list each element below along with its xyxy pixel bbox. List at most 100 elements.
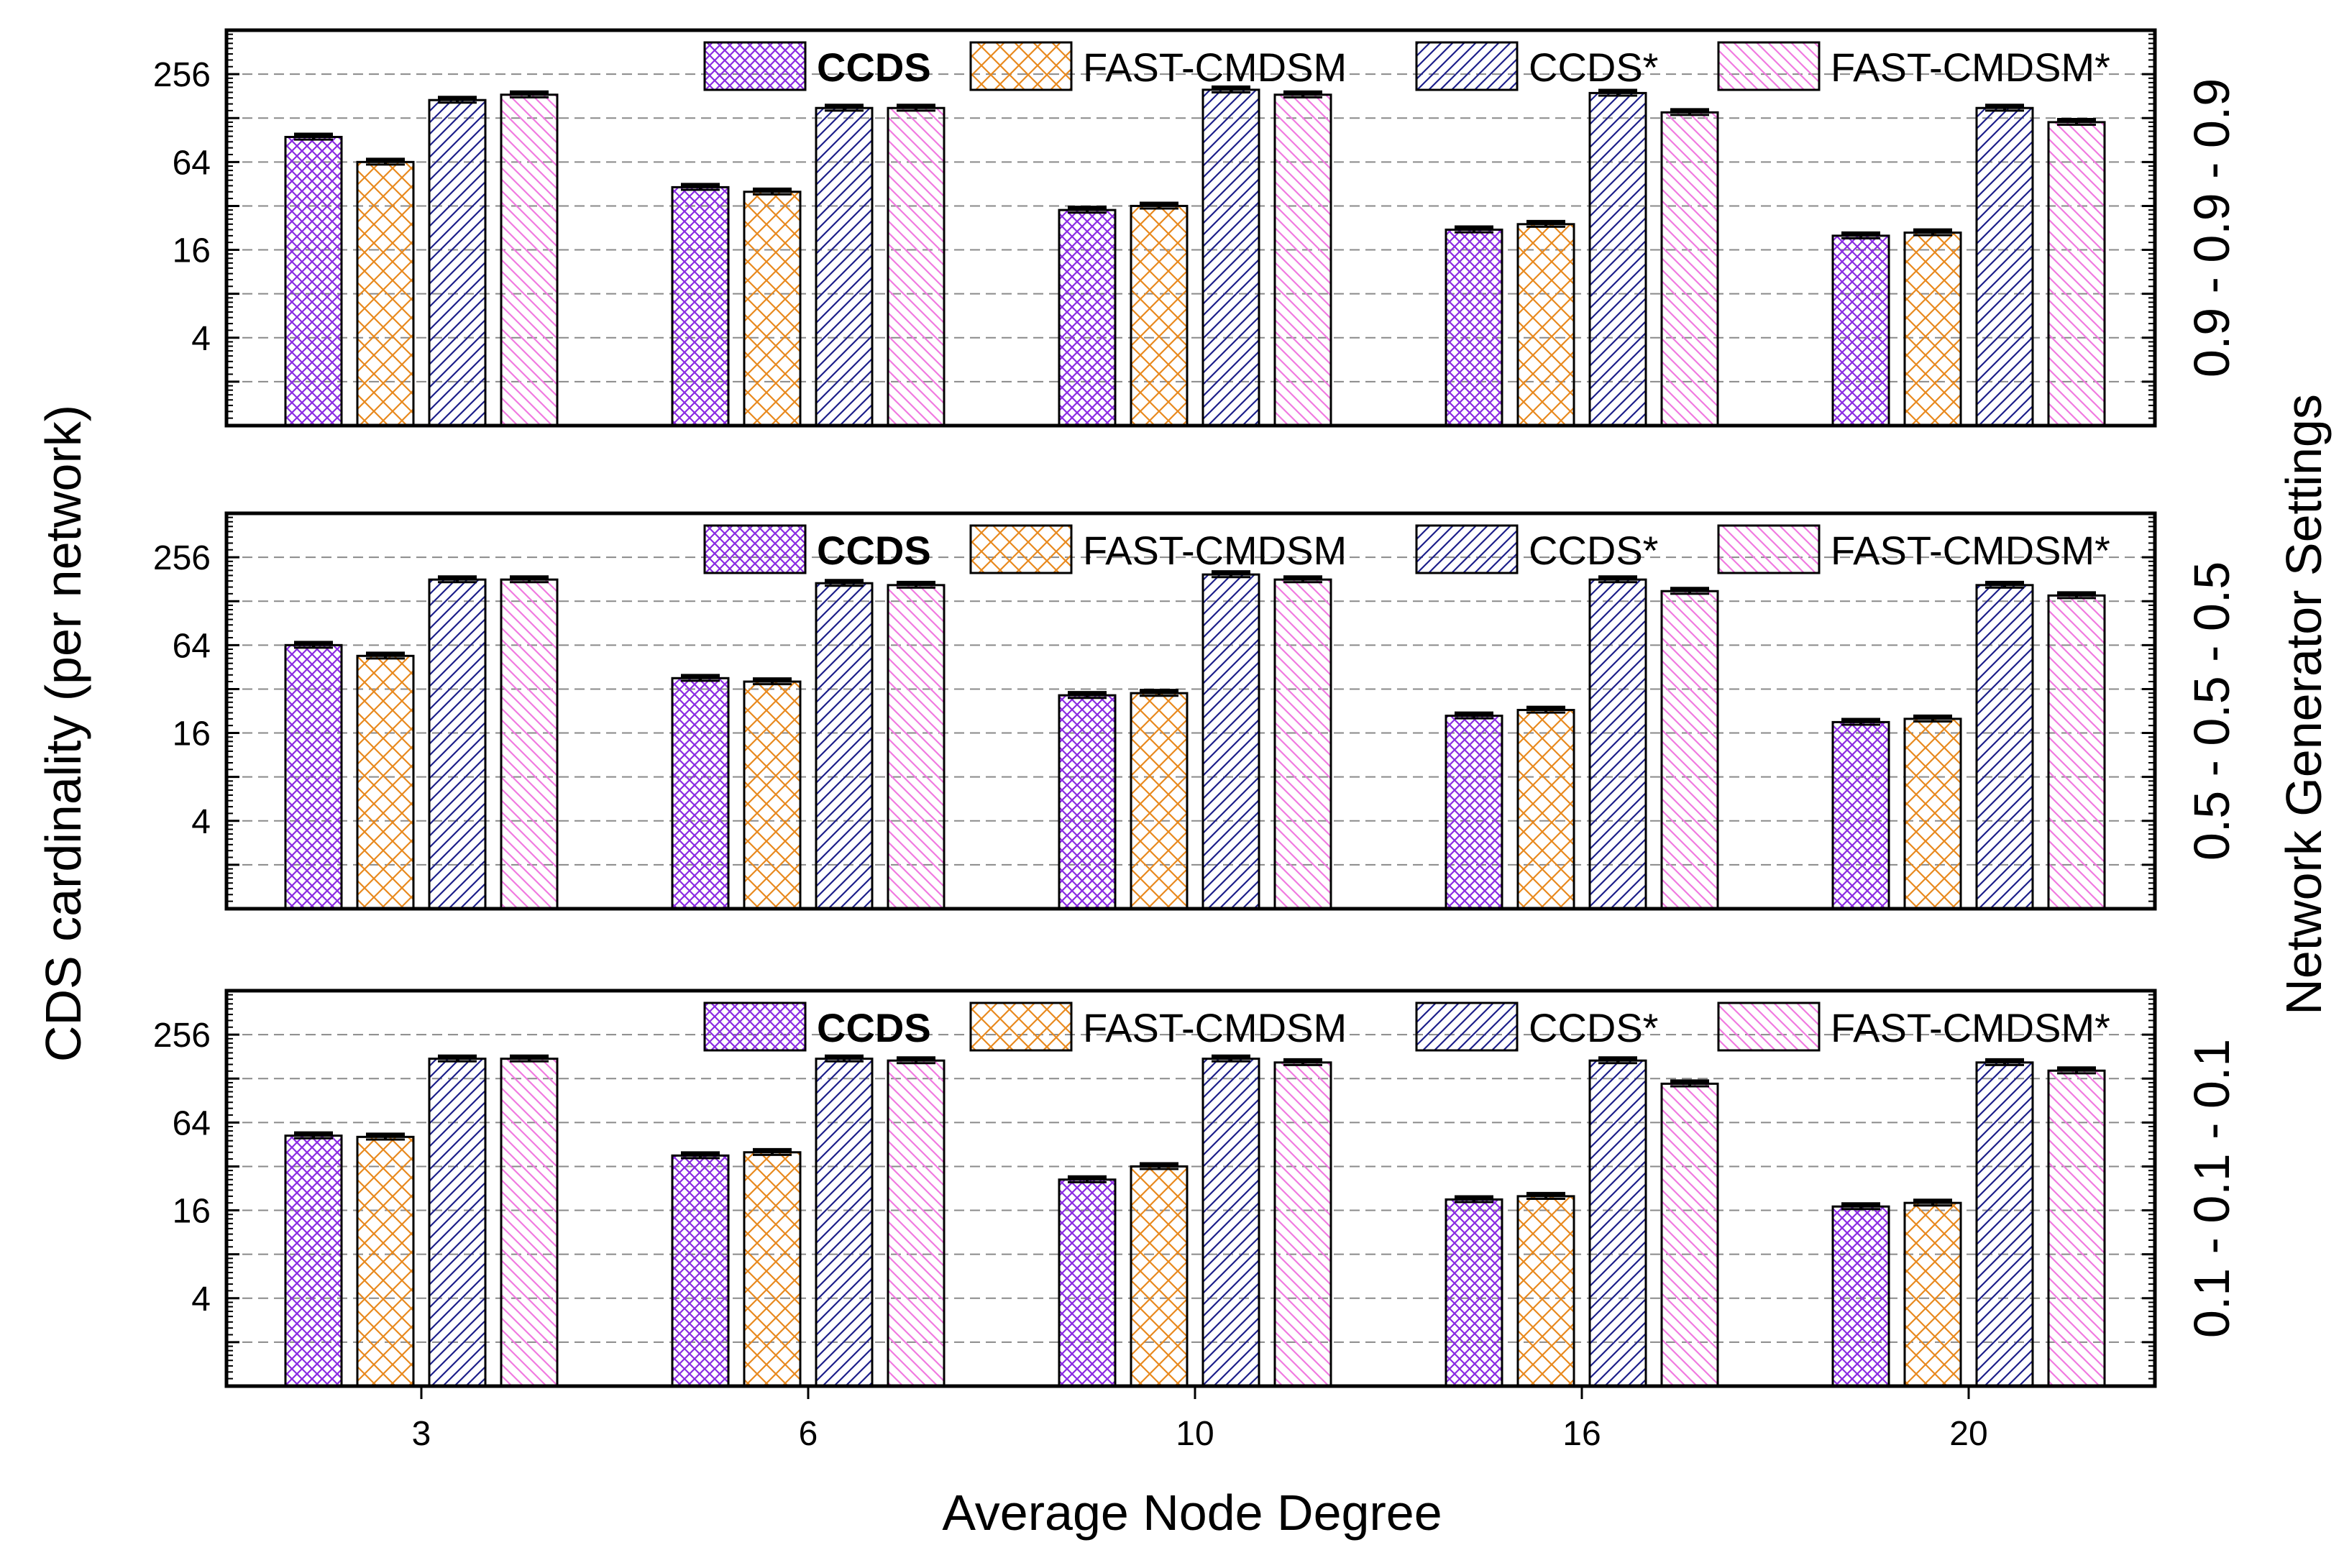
x-tick-label: 10	[1176, 1415, 1214, 1453]
legend-swatch-ccds	[703, 1001, 807, 1052]
bar-ccds	[1445, 715, 1503, 910]
bar-ccds	[284, 643, 343, 910]
bar-ccds	[284, 136, 343, 427]
bar-ccds	[1445, 1198, 1503, 1388]
chart-panel: 4 16 64 256 CCDS FAST-CMDSM CCDS* FAST-CMDSM* 0.…	[153, 28, 2240, 428]
bar-ccds	[671, 185, 730, 427]
x-tick-label: 6	[799, 1415, 818, 1453]
legend-label-ccds-star: CCDS*	[1529, 528, 1658, 573]
bar-fast-cmdsm	[1130, 204, 1189, 427]
bar-ccds-star	[428, 98, 487, 427]
bar-ccds-star	[1975, 106, 2034, 427]
panel-setting-label: 0.1 - 0.1 - 0.1	[2184, 1039, 2240, 1338]
bar-ccds-star	[1975, 584, 2034, 910]
bar-ccds-star	[1975, 1061, 2034, 1388]
bar-ccds-star	[1588, 578, 1647, 910]
legend-label-fast-cmdsm: FAST-CMDSM	[1083, 1005, 1347, 1050]
y-tick-label: 256	[153, 56, 211, 94]
bar-fast-cmdsm-star	[1660, 590, 1719, 910]
legend-swatch-fast-cmdsm	[969, 1001, 1073, 1052]
bar-fast-cmdsm	[1130, 1165, 1189, 1388]
legend-label-ccds: CCDS	[817, 528, 931, 573]
legend-swatch-ccds-star	[1415, 1001, 1519, 1052]
bar-fast-cmdsm	[1903, 717, 1962, 910]
legend-swatch-fast-cmdsm	[969, 41, 1073, 91]
bar-ccds-star	[428, 1058, 487, 1388]
bar-ccds-star	[428, 578, 487, 910]
y-axis-title: CDS cardinality (per network)	[35, 405, 91, 1062]
bar-fast-cmdsm-star	[887, 106, 946, 427]
legend-label-ccds-star: CCDS*	[1529, 45, 1658, 90]
bar-fast-cmdsm-star	[1660, 111, 1719, 427]
bar-ccds-star	[1201, 88, 1260, 427]
bar-fast-cmdsm	[743, 1151, 802, 1388]
y-tick-label: 4	[191, 320, 211, 358]
bar-ccds	[284, 1134, 343, 1388]
bar-fast-cmdsm-star	[500, 578, 559, 910]
bar-fast-cmdsm-star	[2047, 1069, 2106, 1388]
x-axis-ticks: 3 6 10 16 20	[412, 1386, 1988, 1453]
y-tick-label: 64	[173, 144, 211, 182]
bar-ccds	[671, 677, 730, 910]
bar-ccds	[1831, 720, 1890, 910]
bar-fast-cmdsm-star	[1273, 93, 1332, 427]
chart-panel: 4 16 64 256 CCDS FAST-CMDSM CCDS* FAST-CMDSM* 0.…	[153, 989, 2240, 1388]
legend-label-fast-cmdsm-star: FAST-CMDSM*	[1831, 1005, 2110, 1050]
bar-fast-cmdsm-star	[1273, 1061, 1332, 1388]
bar-fast-cmdsm	[356, 654, 415, 910]
chart-panel: 4 16 64 256 CCDS FAST-CMDSM CCDS* FAST-CMDSM* 0.…	[153, 511, 2240, 911]
bar-ccds-star	[1201, 573, 1260, 910]
bar-ccds	[1058, 694, 1117, 910]
bar-fast-cmdsm	[1903, 231, 1962, 427]
legend-swatch-fast-cmdsm	[969, 524, 1073, 574]
y-tick-label: 64	[173, 627, 211, 665]
panel-frame	[224, 511, 2157, 911]
panel-frame	[224, 28, 2157, 428]
bar-ccds-star	[1588, 1059, 1647, 1388]
x-axis-title: Average Node Degree	[942, 1485, 1442, 1541]
bar-fast-cmdsm-star	[500, 93, 559, 427]
panel-setting-label: 0.9 - 0.9 - 0.9	[2184, 78, 2240, 377]
bar-fast-cmdsm	[1516, 1195, 1575, 1388]
legend-label-fast-cmdsm: FAST-CMDSM	[1083, 528, 1347, 573]
bar-ccds-star	[815, 582, 874, 910]
x-tick-label: 3	[412, 1415, 431, 1453]
bar-ccds	[1831, 234, 1890, 427]
bar-fast-cmdsm	[1516, 709, 1575, 910]
bar-ccds-star	[815, 106, 874, 427]
legend-swatch-ccds-star	[1415, 524, 1519, 574]
bar-fast-cmdsm	[356, 1135, 415, 1388]
bar-fast-cmdsm-star	[1273, 578, 1332, 910]
legend-label-fast-cmdsm-star: FAST-CMDSM*	[1831, 528, 2110, 573]
y-tick-label: 16	[173, 715, 211, 753]
bar-fast-cmdsm-star	[887, 1059, 946, 1388]
bar-fast-cmdsm	[743, 191, 802, 427]
panel-setting-label: 0.5 - 0.5 - 0.5	[2184, 561, 2240, 861]
bar-fast-cmdsm	[743, 680, 802, 910]
y-tick-label: 64	[173, 1104, 211, 1142]
y-tick-label: 256	[153, 1017, 211, 1055]
y-tick-label: 4	[191, 1280, 211, 1319]
legend-label-fast-cmdsm-star: FAST-CMDSM*	[1831, 45, 2110, 90]
legend-swatch-fast-cmdsm-star	[1717, 524, 1821, 574]
bar-ccds	[671, 1154, 730, 1388]
bar-fast-cmdsm	[1903, 1201, 1962, 1388]
chart-panels: 4 16 64 256 CCDS FAST-CMDSM CCDS* FAST-CMDSM* 0.…	[153, 28, 2240, 1388]
legend-swatch-fast-cmdsm-star	[1717, 1001, 1821, 1052]
legend-swatch-ccds	[703, 524, 807, 574]
y-tick-label: 256	[153, 539, 211, 577]
legend-label-ccds: CCDS	[817, 45, 931, 90]
bar-ccds	[1058, 208, 1117, 427]
bar-ccds	[1831, 1205, 1890, 1388]
bar-ccds-star	[815, 1058, 874, 1388]
legend-label-ccds-star: CCDS*	[1529, 1005, 1658, 1050]
legend-swatch-fast-cmdsm-star	[1717, 41, 1821, 91]
bar-ccds	[1058, 1178, 1117, 1388]
bar-fast-cmdsm	[1516, 223, 1575, 427]
legend-label-ccds: CCDS	[817, 1005, 931, 1050]
legend-label-fast-cmdsm: FAST-CMDSM	[1083, 45, 1347, 90]
bar-fast-cmdsm-star	[500, 1058, 559, 1388]
y-tick-label: 16	[173, 1193, 211, 1231]
bar-fast-cmdsm-star	[1660, 1082, 1719, 1388]
